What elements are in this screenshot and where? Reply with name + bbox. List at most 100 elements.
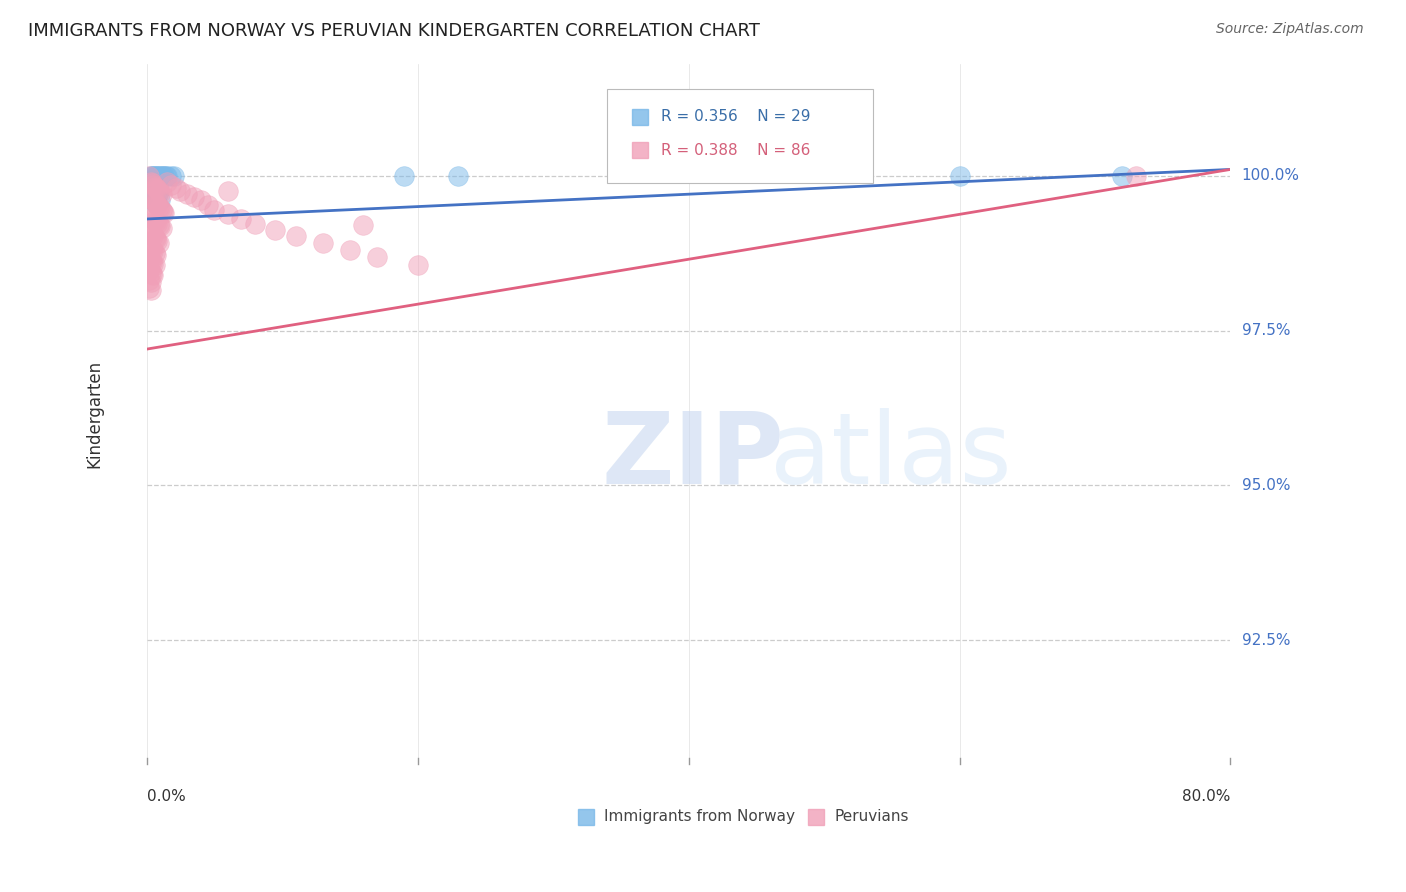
- Point: [152, 169, 174, 183]
- Point: [143, 213, 166, 227]
- Point: [143, 259, 166, 273]
- Point: [139, 226, 162, 240]
- Point: [176, 187, 198, 202]
- Point: [143, 194, 166, 209]
- Point: [146, 234, 169, 248]
- Point: [146, 217, 169, 231]
- Point: [146, 198, 169, 212]
- Point: [392, 169, 415, 183]
- Point: [190, 194, 212, 208]
- Point: [139, 209, 162, 223]
- Point: [145, 232, 167, 246]
- Point: [153, 206, 176, 220]
- Point: [141, 243, 163, 257]
- Point: [217, 207, 239, 221]
- Point: [142, 178, 165, 192]
- Text: 100.0%: 100.0%: [1241, 168, 1299, 183]
- Text: Source: ZipAtlas.com: Source: ZipAtlas.com: [1216, 22, 1364, 37]
- Point: [231, 212, 253, 227]
- Point: [149, 219, 172, 234]
- Point: [243, 217, 266, 231]
- Point: [142, 212, 165, 227]
- Point: [156, 175, 179, 189]
- Point: [139, 254, 162, 268]
- Point: [141, 169, 163, 183]
- Text: ZIP: ZIP: [602, 408, 785, 505]
- Point: [150, 169, 173, 183]
- Point: [148, 184, 170, 198]
- Point: [217, 184, 239, 198]
- Point: [1125, 169, 1147, 183]
- Point: [148, 218, 170, 232]
- Point: [145, 181, 167, 195]
- Point: [160, 178, 183, 192]
- Point: [139, 283, 162, 297]
- Point: [138, 281, 160, 295]
- Point: [202, 202, 225, 217]
- Point: [143, 169, 166, 183]
- Point: [142, 257, 165, 271]
- Point: [148, 184, 170, 198]
- Text: 0.0%: 0.0%: [146, 789, 186, 805]
- Text: 80.0%: 80.0%: [1182, 789, 1230, 805]
- Point: [141, 255, 163, 269]
- Point: [150, 221, 173, 235]
- Point: [138, 262, 160, 277]
- Point: [153, 169, 176, 183]
- Point: [145, 182, 167, 196]
- Point: [197, 198, 219, 212]
- Point: [145, 215, 167, 229]
- Text: 95.0%: 95.0%: [1241, 478, 1291, 493]
- Point: [156, 169, 179, 183]
- Point: [160, 169, 183, 183]
- Point: [149, 194, 172, 208]
- Point: [141, 267, 163, 281]
- Text: 92.5%: 92.5%: [1241, 633, 1291, 648]
- Point: [143, 230, 166, 244]
- Point: [138, 273, 160, 287]
- Point: [149, 169, 172, 183]
- Point: [339, 243, 361, 257]
- Text: R = 0.388    N = 86: R = 0.388 N = 86: [661, 143, 811, 158]
- Point: [145, 248, 167, 262]
- Point: [142, 244, 165, 259]
- Text: 97.5%: 97.5%: [1241, 323, 1291, 338]
- Point: [150, 187, 173, 202]
- Point: [148, 200, 170, 214]
- Point: [146, 182, 169, 196]
- Point: [139, 169, 162, 183]
- Point: [139, 265, 162, 279]
- Text: R = 0.356    N = 29: R = 0.356 N = 29: [661, 109, 811, 124]
- Point: [143, 196, 166, 211]
- Point: [143, 246, 166, 260]
- Point: [141, 227, 163, 242]
- Text: Kindergarten: Kindergarten: [86, 360, 104, 468]
- Point: [138, 169, 160, 183]
- Point: [148, 235, 170, 250]
- Point: [150, 202, 173, 217]
- Point: [141, 176, 163, 190]
- Point: [141, 192, 163, 206]
- Text: Peruvians: Peruvians: [835, 809, 910, 824]
- Text: IMMIGRANTS FROM NORWAY VS PERUVIAN KINDERGARTEN CORRELATION CHART: IMMIGRANTS FROM NORWAY VS PERUVIAN KINDE…: [28, 22, 761, 40]
- Point: [149, 186, 172, 200]
- Point: [142, 188, 165, 202]
- Text: atlas: atlas: [770, 408, 1011, 505]
- Point: [139, 242, 162, 256]
- Point: [366, 251, 388, 265]
- Point: [141, 211, 163, 225]
- Point: [1111, 169, 1133, 183]
- Point: [139, 175, 162, 189]
- Point: [948, 169, 970, 183]
- Point: [146, 169, 169, 183]
- Point: [149, 201, 172, 215]
- Point: [138, 252, 160, 267]
- Point: [155, 169, 177, 183]
- Point: [138, 240, 160, 254]
- Point: [139, 275, 162, 289]
- Point: [143, 179, 166, 194]
- Point: [352, 218, 374, 232]
- Point: [141, 178, 163, 192]
- Point: [148, 169, 170, 183]
- Point: [142, 194, 165, 208]
